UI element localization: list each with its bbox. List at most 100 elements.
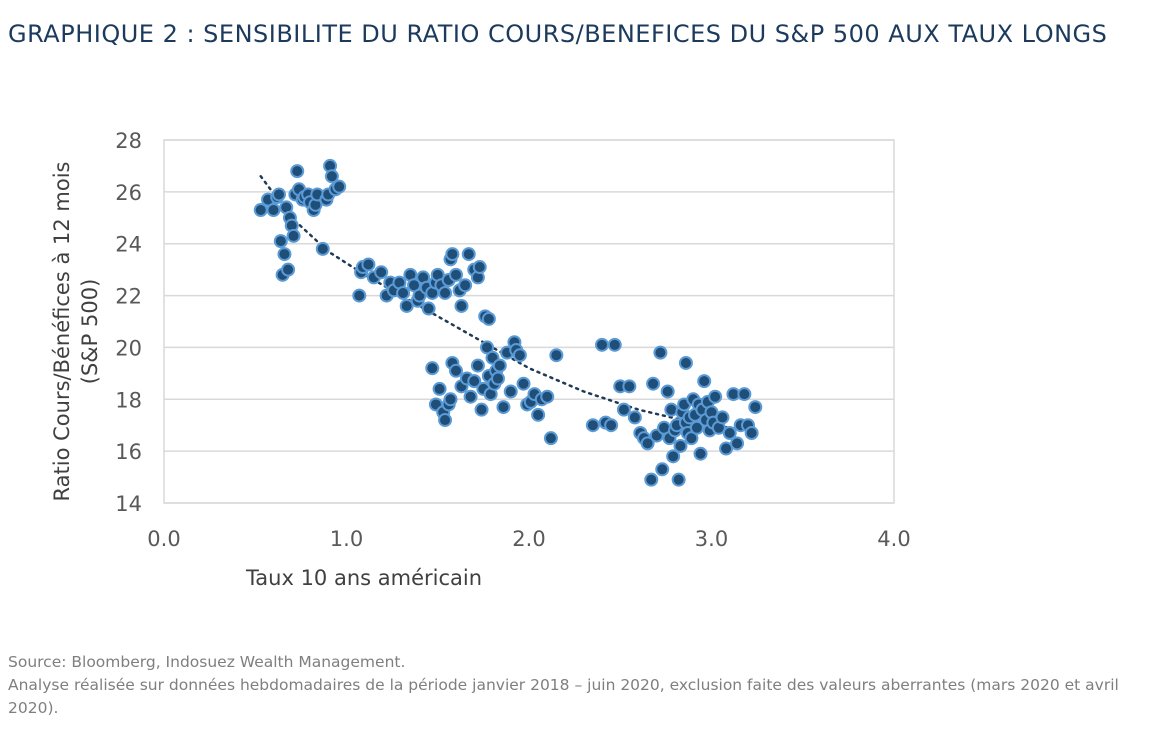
data-point [438, 285, 453, 300]
data-point [655, 462, 670, 477]
data-point [693, 446, 708, 461]
data-point [481, 311, 496, 326]
data-point [474, 402, 489, 417]
data-point [490, 371, 505, 386]
data-point [273, 234, 288, 249]
chart-title: GRAPHIQUE 2 : SENSIBILITE DU RATIO COURS… [8, 20, 1108, 48]
data-point [315, 241, 330, 256]
scatter-chart: 14 16 18 20 22 24 26 28 0.0 1.0 2.0 3.0 4.0 Taux 10… [50, 129, 911, 590]
data-point [454, 298, 469, 313]
data-point [374, 265, 389, 280]
data-point [622, 379, 637, 394]
plot-area [163, 139, 895, 504]
data-point [396, 285, 411, 300]
data-point [540, 389, 555, 404]
data-point [616, 402, 631, 417]
data-point [492, 358, 507, 373]
data-point [673, 438, 688, 453]
data-point [678, 355, 693, 370]
data-point [708, 389, 723, 404]
y-axis-label-line2: (S&P 500) [78, 279, 102, 385]
data-point [421, 301, 436, 316]
data-point [646, 376, 661, 391]
y-tick-label: 16 [115, 440, 142, 464]
data-points [253, 158, 763, 487]
y-tick-label: 14 [115, 492, 142, 516]
data-point [277, 247, 292, 262]
data-point [286, 228, 301, 243]
data-point [480, 340, 495, 355]
x-tick-labels: 0.0 1.0 2.0 3.0 4.0 [147, 527, 910, 551]
data-point [737, 387, 752, 402]
y-axis-label-line1: Ratio Cours/Bénéfices à 12 mois [50, 162, 74, 502]
data-point [445, 247, 460, 262]
data-point [543, 431, 558, 446]
analysis-note: Analyse réalisée sur données hebdomadair… [8, 676, 1119, 717]
source-note: Source: Bloomberg, Indosuez Wealth Manag… [8, 653, 406, 671]
data-point [604, 418, 619, 433]
data-point [425, 361, 440, 376]
data-point [352, 288, 367, 303]
x-axis-label: Taux 10 ans américain [245, 566, 482, 590]
data-point [607, 337, 622, 352]
data-point [640, 436, 655, 451]
y-tick-label: 18 [115, 388, 142, 412]
data-point [496, 400, 511, 415]
y-tick-label: 22 [115, 285, 142, 309]
data-point [516, 376, 531, 391]
data-point [438, 413, 453, 428]
y-tick-labels: 14 16 18 20 22 24 26 28 [115, 129, 142, 516]
y-tick-label: 28 [115, 129, 142, 153]
data-point [627, 410, 642, 425]
data-point [715, 410, 730, 425]
x-tick-label: 2.0 [512, 527, 545, 551]
data-point [290, 164, 305, 179]
data-point [443, 392, 458, 407]
data-point [644, 472, 659, 487]
data-point [281, 262, 296, 277]
data-point [722, 425, 737, 440]
data-point [748, 400, 763, 415]
data-point [730, 436, 745, 451]
data-point [595, 337, 609, 352]
data-point [266, 203, 281, 218]
data-point [271, 187, 286, 202]
data-point [461, 247, 476, 262]
y-tick-label: 20 [115, 336, 142, 360]
data-point [458, 278, 473, 293]
trendline [259, 175, 750, 432]
chart-footer: Source: Bloomberg, Indosuez Wealth Manag… [8, 651, 1168, 720]
data-point [407, 278, 422, 293]
data-point [449, 267, 463, 282]
data-point [653, 345, 668, 360]
y-tick-label: 24 [115, 233, 142, 257]
data-point [512, 348, 527, 363]
data-point [463, 389, 478, 404]
data-point [432, 381, 447, 396]
data-point [585, 418, 600, 433]
data-point [470, 358, 485, 373]
data-point [689, 420, 704, 435]
x-tick-label: 3.0 [695, 527, 728, 551]
data-point [472, 260, 487, 275]
data-point [660, 384, 675, 399]
y-tick-label: 26 [115, 181, 142, 205]
y-axis-label: Ratio Cours/Bénéfices à 12 mois (S&P 500… [50, 162, 102, 502]
data-point [697, 374, 712, 389]
trendline-group [259, 175, 750, 432]
data-point [324, 169, 339, 184]
data-point [332, 179, 347, 194]
x-tick-label: 1.0 [330, 527, 363, 551]
x-tick-label: 0.0 [147, 527, 180, 551]
data-point [361, 257, 376, 272]
data-point [531, 407, 546, 422]
data-point [503, 384, 518, 399]
data-point [671, 472, 686, 487]
x-tick-label: 4.0 [877, 527, 910, 551]
data-point [684, 431, 699, 446]
data-point [744, 425, 759, 440]
data-point [666, 449, 681, 464]
data-point [467, 374, 482, 389]
data-point [449, 363, 463, 378]
data-point [549, 348, 564, 363]
